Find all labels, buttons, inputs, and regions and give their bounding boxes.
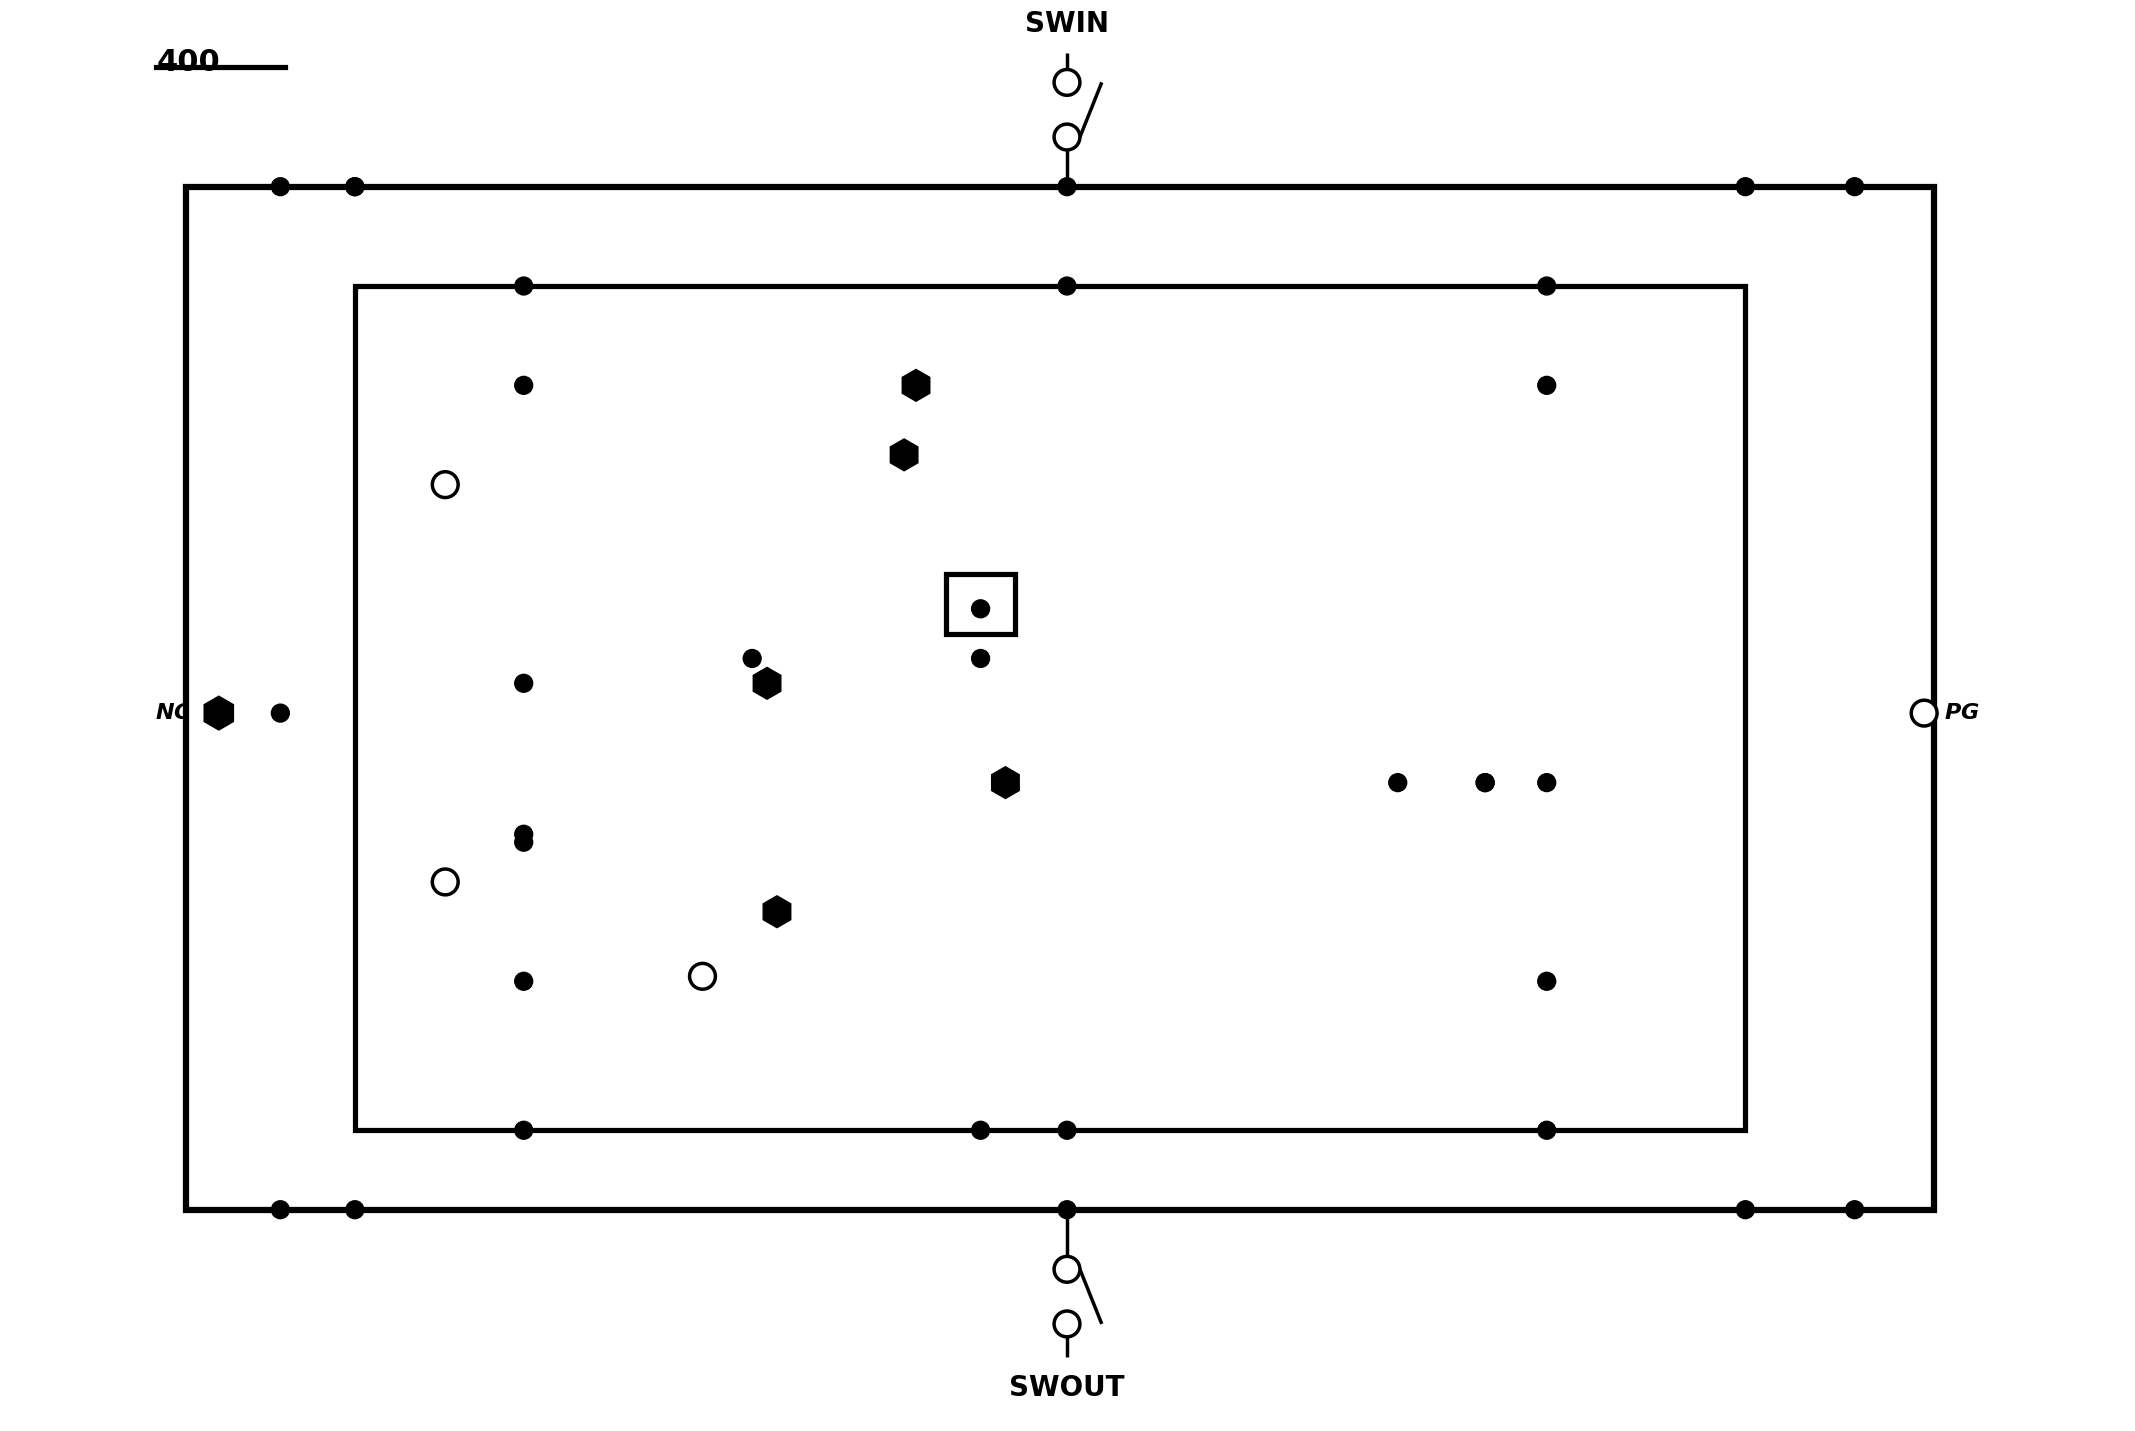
Circle shape: [1736, 177, 1755, 196]
Circle shape: [1059, 177, 1076, 196]
Text: M1: M1: [301, 688, 333, 708]
Circle shape: [431, 869, 459, 894]
Text: N3: N3: [760, 857, 790, 877]
Text: $\bfit{NBSOFF}$: $\bfit{NBSOFF}$: [803, 902, 901, 922]
Text: V$_{DD}$: V$_{DD}$: [858, 375, 897, 396]
Text: $\bfit{NBSON}$: $\bfit{NBSON}$: [788, 674, 871, 693]
Circle shape: [690, 963, 715, 989]
Polygon shape: [205, 697, 233, 730]
Circle shape: [1475, 774, 1494, 791]
Circle shape: [1059, 1201, 1076, 1219]
Text: $\bfit{PBSON}$: $\bfit{PBSON}$: [897, 773, 980, 793]
Circle shape: [1059, 1122, 1076, 1139]
Circle shape: [971, 1122, 989, 1139]
Circle shape: [1055, 70, 1080, 96]
Text: $\bfit{NG}$: $\bfit{NG}$: [156, 703, 192, 723]
Circle shape: [1911, 700, 1936, 726]
Circle shape: [1537, 376, 1556, 395]
Circle shape: [271, 704, 290, 723]
Circle shape: [515, 376, 532, 395]
Circle shape: [1537, 774, 1556, 791]
Text: M2: M2: [1804, 688, 1838, 708]
Circle shape: [1055, 124, 1080, 150]
Text: SWOUT: SWOUT: [1010, 1374, 1125, 1401]
Circle shape: [271, 177, 290, 196]
Circle shape: [1537, 1122, 1556, 1139]
Text: P2: P2: [1556, 863, 1584, 881]
Text: X2: X2: [907, 590, 935, 608]
Circle shape: [515, 278, 532, 295]
Polygon shape: [762, 896, 790, 927]
Circle shape: [515, 833, 532, 851]
Circle shape: [1845, 177, 1864, 196]
Circle shape: [1055, 1311, 1080, 1337]
Polygon shape: [903, 369, 931, 401]
Text: N1: N1: [534, 465, 564, 484]
Circle shape: [1475, 774, 1494, 791]
Text: V$_{SS}$: V$_{SS}$: [651, 966, 685, 987]
Circle shape: [271, 1201, 290, 1219]
Circle shape: [346, 1201, 363, 1219]
Bar: [186, 186, 1934, 1209]
Circle shape: [515, 826, 532, 843]
Circle shape: [971, 650, 989, 667]
Circle shape: [1736, 1201, 1755, 1219]
Polygon shape: [754, 667, 781, 700]
Circle shape: [743, 650, 760, 667]
Circle shape: [515, 972, 532, 990]
Circle shape: [515, 674, 532, 693]
Circle shape: [971, 600, 989, 618]
Text: SWIN: SWIN: [1025, 10, 1108, 37]
Text: 400: 400: [156, 47, 220, 77]
Circle shape: [431, 472, 459, 498]
Circle shape: [1059, 278, 1076, 295]
Circle shape: [1845, 1201, 1864, 1219]
Polygon shape: [991, 767, 1018, 798]
Circle shape: [346, 177, 363, 196]
Circle shape: [1388, 774, 1407, 791]
Polygon shape: [890, 439, 918, 471]
Bar: [946, 574, 1016, 634]
Circle shape: [1537, 972, 1556, 990]
Text: N2: N2: [534, 863, 564, 881]
Bar: [354, 286, 1746, 1130]
Circle shape: [1055, 1256, 1080, 1282]
Text: $\bfit{PBSOFF}$: $\bfit{PBSOFF}$: [786, 445, 880, 465]
Text: $\bfit{PG}$: $\bfit{PG}$: [1945, 703, 1979, 723]
Circle shape: [1537, 278, 1556, 295]
Text: P3: P3: [989, 435, 1016, 455]
Circle shape: [346, 177, 363, 196]
Text: P1: P1: [1556, 465, 1584, 484]
Circle shape: [515, 1122, 532, 1139]
Text: V$_{SS}$: V$_{SS}$: [391, 871, 425, 893]
Text: V$_{SS}$: V$_{SS}$: [391, 474, 425, 495]
